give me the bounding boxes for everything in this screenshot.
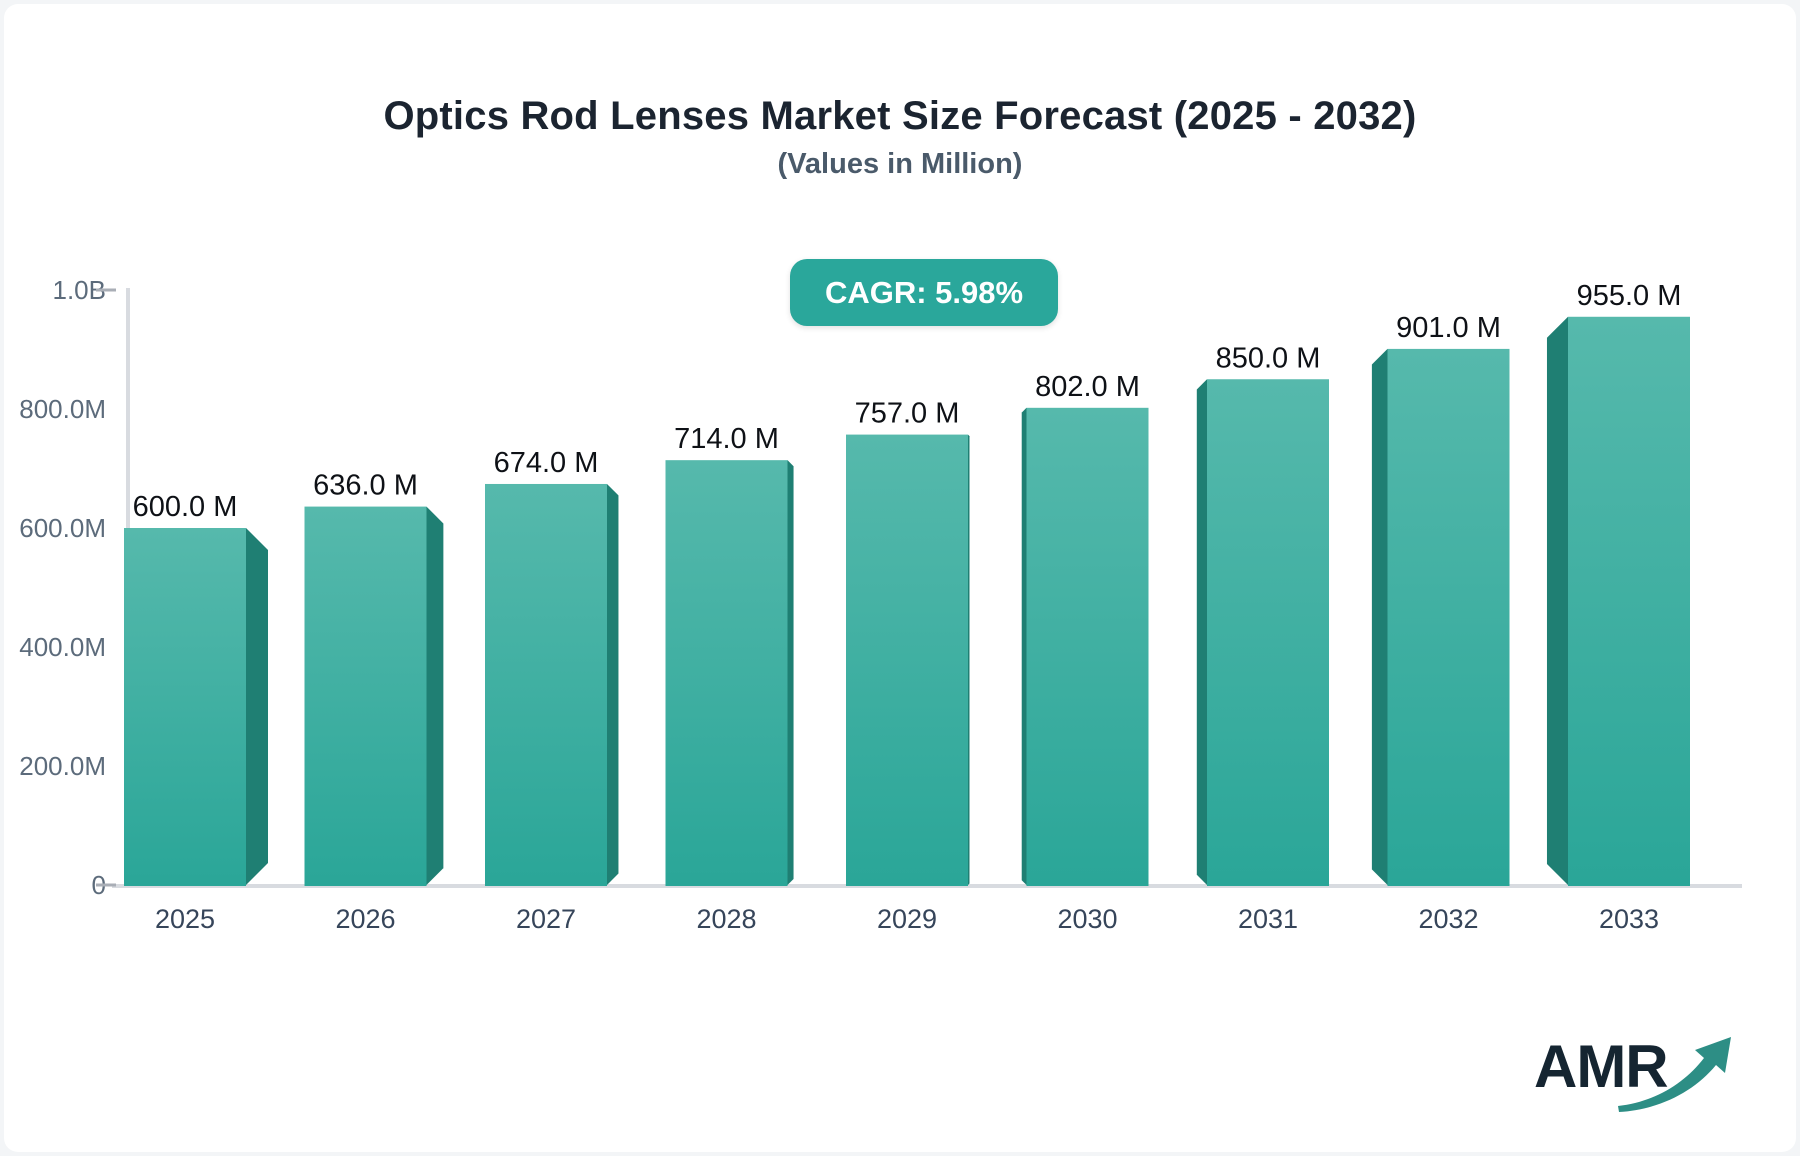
x-axis-label: 2033 [1599,904,1659,934]
bar-front-face [1207,379,1329,886]
x-axis-label: 2030 [1057,904,1117,934]
bar-value-label: 714.0 M [674,423,779,455]
bar-value-label: 802.0 M [1035,371,1140,403]
bar-side-face [1021,407,1027,885]
x-axis-label: 2031 [1238,904,1298,934]
growth-arrow-icon [1618,1037,1731,1112]
x-axis-label: 2028 [696,904,756,934]
bar-side-face [1371,348,1388,885]
bar-value-label: 901.0 M [1396,312,1501,344]
x-axis-label: 2026 [335,904,395,934]
y-axis-label: 800.0M [19,394,106,424]
bar-front-face [1568,316,1690,886]
bar-value-label: 674.0 M [494,447,599,479]
bar-front-face [304,506,427,886]
cagr-badge: CAGR: 5.98% [790,259,1058,326]
amr-logo-text: AMR [1534,1033,1669,1100]
x-axis-label: 2027 [516,904,576,934]
bar-side-face [607,483,619,885]
bar-value-label: 850.0 M [1216,342,1321,374]
bar-2028[interactable] [665,460,794,886]
bar-side-face [426,506,444,885]
bar-front-face [665,460,788,886]
bar-front-face [846,434,968,886]
y-axis-label: 600.0M [19,513,106,543]
bar-side-face [787,460,794,885]
bar-value-label: 955.0 M [1577,280,1682,312]
bar-2030[interactable] [1021,407,1149,886]
amr-logo: AMR [1528,1030,1738,1114]
bar-side-face [968,434,970,885]
bar-2027[interactable] [485,483,619,886]
bar-2032[interactable] [1371,348,1510,886]
cagr-badge-label: CAGR: 5.98% [824,274,1024,310]
x-axis-label: 2029 [877,904,937,934]
bar-side-face [1546,316,1568,885]
bar-value-label: 757.0 M [855,398,960,430]
bar-side-face [246,528,268,885]
chart-subtitle: (Values in Million) [777,148,1023,180]
x-axis-label: 2025 [155,904,215,934]
bar-2026[interactable] [304,506,444,886]
bar-front-face [1387,348,1510,886]
bar-2031[interactable] [1196,379,1329,886]
bar-value-label: 600.0 M [133,491,238,523]
chart-title: Optics Rod Lenses Market Size Forecast (… [383,94,1417,138]
bar-value-label: 636.0 M [313,470,418,502]
x-axis-label: 2032 [1418,904,1478,934]
y-axis-label: 400.0M [19,632,106,662]
bar-front-face [485,483,607,886]
bar-2025[interactable] [124,528,268,886]
bar-front-face [1026,407,1149,886]
bar-front-face [124,528,246,886]
bar-2029[interactable] [846,434,970,886]
bar-2033[interactable] [1546,316,1690,886]
bar-side-face [1196,379,1207,885]
growth-arrow-path [1618,1037,1731,1112]
y-axis-label: 200.0M [19,751,106,781]
